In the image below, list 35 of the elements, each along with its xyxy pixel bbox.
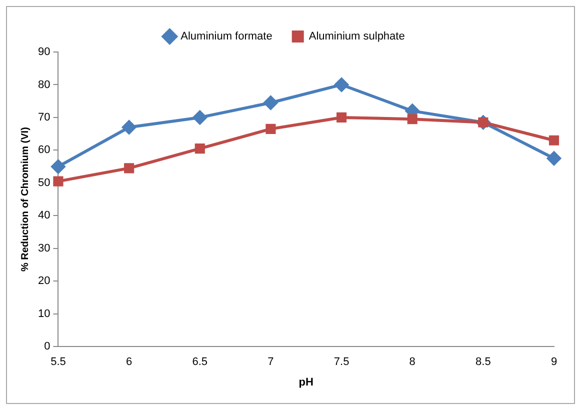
point <box>122 120 136 134</box>
x-tick-label: 7.5 <box>334 356 350 368</box>
legend-label: Aluminium sulphate <box>308 30 405 43</box>
y-tick-label: 70 <box>38 112 50 124</box>
legend-label: Aluminium formate <box>180 30 272 43</box>
y-tick-label: 10 <box>38 308 50 320</box>
point <box>407 114 418 124</box>
y-tick-label: 60 <box>38 144 50 156</box>
x-axis-title: pH <box>298 376 314 388</box>
point <box>51 160 66 174</box>
point <box>334 78 349 92</box>
point <box>53 176 64 186</box>
point <box>548 135 560 146</box>
x-tick-label: 6 <box>126 356 132 368</box>
point <box>124 163 134 174</box>
y-tick-label: 0 <box>44 340 50 353</box>
x-tick-label: 8 <box>409 356 416 368</box>
y-tick-label: 50 <box>38 176 50 189</box>
y-tick-label: 90 <box>38 46 50 58</box>
point <box>194 144 205 154</box>
y-tick-label: 30 <box>38 242 50 254</box>
y-axis-title: % Reduction of Chromium (VI) <box>20 127 31 272</box>
point <box>336 112 347 122</box>
y-tick-label: 20 <box>38 275 50 288</box>
point <box>266 124 276 134</box>
x-tick-label: 6.5 <box>192 356 208 368</box>
x-tick-label: 8.5 <box>476 356 491 368</box>
x-tick-label: 7 <box>268 356 274 368</box>
x-tick-label: 9 <box>550 356 558 368</box>
x-tick-label: 5.5 <box>50 356 66 368</box>
y-tick-label: 40 <box>38 210 50 222</box>
point <box>192 110 207 124</box>
y-tick-label: 80 <box>38 78 50 91</box>
point <box>264 96 278 110</box>
point <box>547 151 561 166</box>
